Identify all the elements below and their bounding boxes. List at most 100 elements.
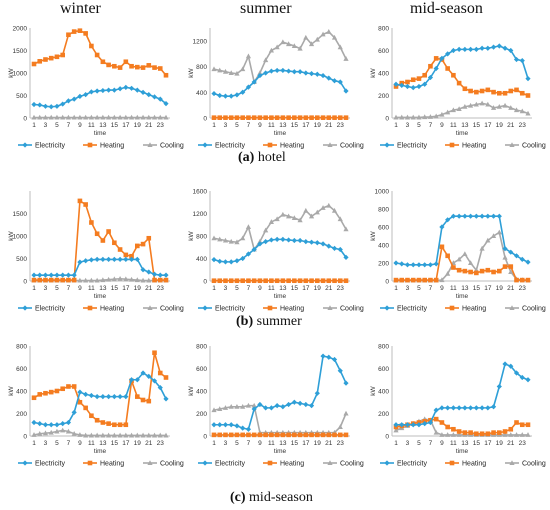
point-heating-12 bbox=[462, 86, 468, 92]
y-tick-label: 400 bbox=[196, 256, 207, 263]
x-tick-label: 3 bbox=[44, 285, 48, 292]
point-cooling-13 bbox=[286, 41, 292, 47]
x-tick-label: 13 bbox=[279, 440, 287, 447]
point-heating-3 bbox=[48, 277, 54, 283]
point-heating-8 bbox=[77, 28, 83, 33]
point-electricity-16 bbox=[303, 239, 309, 245]
point-electricity-4 bbox=[234, 258, 240, 264]
series-electricity bbox=[393, 43, 531, 91]
point-heating-18 bbox=[135, 64, 140, 70]
point-cooling-18 bbox=[134, 277, 140, 283]
point-electricity-18 bbox=[134, 87, 140, 93]
legend-item-heating: Heating bbox=[83, 143, 124, 150]
point-electricity-10 bbox=[268, 405, 274, 411]
point-heating-13 bbox=[468, 269, 473, 275]
point-electricity-7 bbox=[71, 409, 77, 415]
x-tick-label: 19 bbox=[134, 122, 142, 129]
point-electricity-legend bbox=[202, 460, 208, 466]
point-electricity-17 bbox=[490, 213, 497, 219]
y-tick-label: 600 bbox=[378, 366, 389, 373]
point-cooling-22 bbox=[157, 432, 163, 438]
point-cooling-10 bbox=[450, 432, 456, 437]
point-heating-22 bbox=[519, 90, 525, 96]
x-tick-label: 17 bbox=[122, 122, 130, 129]
y-tick-label: 1500 bbox=[13, 211, 28, 218]
point-heating-19 bbox=[320, 432, 326, 438]
point-heating-21 bbox=[152, 65, 157, 70]
legend: Electricity Heating Cooling bbox=[380, 305, 546, 313]
point-cooling-0 bbox=[211, 66, 217, 72]
point-electricity-legend bbox=[22, 142, 28, 148]
y-tick-label: 400 bbox=[378, 389, 389, 396]
line-cooling bbox=[396, 231, 529, 282]
point-heating-22 bbox=[157, 277, 163, 283]
point-cooling-21 bbox=[151, 114, 158, 120]
x-tick-label: 13 bbox=[99, 122, 107, 129]
x-tick-label: 19 bbox=[496, 285, 504, 292]
y-tick-label: 0 bbox=[23, 116, 27, 123]
point-heating-1 bbox=[37, 59, 43, 64]
point-cooling-21 bbox=[151, 432, 158, 438]
point-cooling-13 bbox=[286, 213, 292, 219]
point-cooling-2 bbox=[222, 68, 229, 74]
legend-label: Cooling bbox=[160, 461, 184, 468]
point-electricity-11 bbox=[94, 394, 100, 400]
point-electricity-10 bbox=[88, 89, 94, 95]
series-electricity bbox=[31, 84, 169, 110]
point-electricity-5 bbox=[60, 101, 66, 107]
point-cooling-11 bbox=[94, 277, 100, 283]
point-electricity-8 bbox=[257, 401, 263, 408]
point-heating-3 bbox=[410, 77, 416, 83]
point-heating-23 bbox=[163, 72, 169, 78]
point-heating-7 bbox=[433, 277, 439, 283]
line-electricity bbox=[214, 355, 347, 431]
point-heating-17 bbox=[309, 278, 314, 284]
point-cooling-12 bbox=[462, 103, 468, 109]
point-electricity-7 bbox=[251, 406, 257, 412]
point-electricity-15 bbox=[297, 69, 303, 75]
legend-item-cooling: Cooling bbox=[143, 142, 184, 150]
point-electricity-5 bbox=[60, 272, 66, 278]
point-electricity-8 bbox=[77, 93, 83, 99]
x-tick-label: 15 bbox=[473, 122, 481, 129]
point-electricity-1 bbox=[217, 92, 223, 99]
point-heating-7 bbox=[433, 56, 439, 61]
point-cooling-12 bbox=[100, 432, 106, 438]
point-electricity-2 bbox=[42, 103, 49, 109]
point-cooling-2 bbox=[404, 114, 411, 120]
point-electricity-8 bbox=[439, 55, 445, 61]
point-cooling-20 bbox=[508, 432, 514, 437]
y-axis-label: kW bbox=[8, 385, 15, 395]
y-tick-label: 200 bbox=[16, 411, 27, 418]
point-cooling-10 bbox=[88, 114, 94, 120]
point-cooling-19 bbox=[320, 205, 326, 210]
point-electricity-17 bbox=[490, 404, 497, 410]
point-heating-18 bbox=[135, 243, 140, 249]
x-tick-label: 21 bbox=[145, 285, 153, 292]
point-electricity-5 bbox=[422, 81, 428, 87]
point-heating-7 bbox=[251, 278, 257, 284]
point-heating-3 bbox=[228, 432, 234, 438]
point-heating-11 bbox=[274, 278, 280, 284]
point-electricity-12 bbox=[462, 213, 468, 219]
point-cooling-5 bbox=[60, 114, 66, 120]
line-cooling bbox=[213, 30, 347, 85]
point-heating-18 bbox=[315, 432, 320, 438]
point-electricity-2 bbox=[404, 422, 411, 428]
point-electricity-14 bbox=[473, 213, 479, 219]
point-cooling-legend bbox=[509, 460, 515, 465]
point-heating-21 bbox=[514, 277, 519, 283]
point-electricity-18 bbox=[134, 377, 140, 383]
point-electricity-23 bbox=[343, 380, 349, 386]
legend-item-heating: Heating bbox=[263, 306, 304, 313]
point-cooling-legend bbox=[147, 305, 153, 310]
point-cooling-legend bbox=[147, 460, 153, 465]
point-heating-5 bbox=[422, 72, 427, 78]
x-tick-label: 21 bbox=[145, 440, 153, 447]
point-cooling-20 bbox=[146, 114, 152, 120]
point-electricity-20 bbox=[326, 243, 332, 249]
x-tick-label: 7 bbox=[429, 285, 433, 292]
y-tick-label: 800 bbox=[196, 344, 207, 351]
